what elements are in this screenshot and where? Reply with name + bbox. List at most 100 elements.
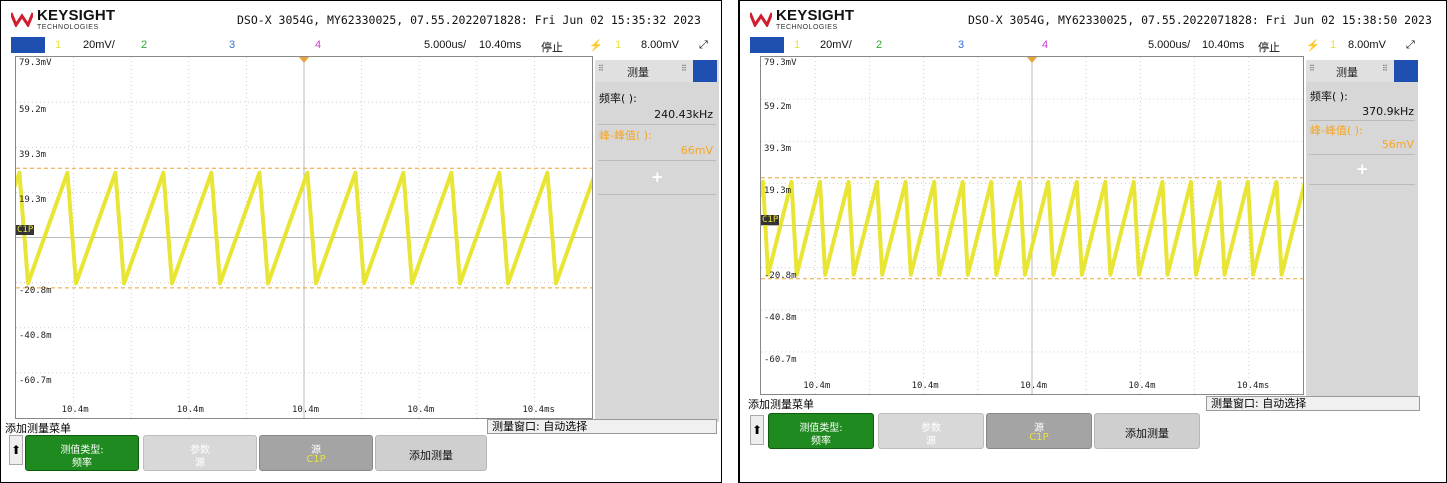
x-tick-label: 10.4m bbox=[803, 381, 831, 391]
y-tick-label: -20.8m bbox=[19, 285, 52, 296]
channel-indicator[interactable] bbox=[750, 37, 784, 53]
grip-icon: ⠿ bbox=[681, 64, 687, 73]
divider bbox=[1309, 154, 1415, 155]
plus-icon[interactable]: + bbox=[651, 168, 664, 186]
button-line-2: C1P bbox=[1029, 432, 1049, 443]
measure-panel-header: ⠿ 测量 ⠿ bbox=[1306, 60, 1418, 82]
x-tick-label: 10.4m bbox=[176, 405, 204, 415]
x-tick-label: 10.4m bbox=[911, 381, 939, 391]
waveform-trace bbox=[16, 170, 592, 286]
divider bbox=[1309, 120, 1415, 121]
measure-panel: ⠿ 测量 ⠿ 频率( ): 240.43kHz 峰-峰值( ): 66mV + bbox=[595, 60, 719, 422]
source-button[interactable]: 源 C1P bbox=[986, 413, 1092, 449]
panel-toggle-button[interactable] bbox=[1394, 60, 1418, 82]
ch4-label[interactable]: 4 bbox=[315, 39, 322, 51]
x-tick-label: 10.4m bbox=[61, 405, 89, 415]
freq-value: 370.9kHz bbox=[1362, 105, 1414, 118]
channel-marker: C1P bbox=[761, 215, 780, 225]
plus-icon[interactable]: + bbox=[1356, 160, 1369, 178]
divider bbox=[598, 160, 716, 161]
y-tick-label: 19.3m bbox=[764, 186, 792, 197]
y-tick-label: 79.3mV bbox=[764, 58, 797, 68]
pp-label: 峰-峰值( ): bbox=[1310, 124, 1363, 137]
add-measure-button[interactable]: 添加测量 bbox=[1094, 413, 1200, 449]
trigger-icon: ⚡ bbox=[589, 40, 603, 52]
button-label: 添加测量 bbox=[1125, 427, 1169, 440]
up-arrow-icon[interactable]: ⬆ bbox=[750, 415, 764, 445]
pp-label: 峰-峰值( ): bbox=[599, 129, 652, 142]
button-line-2: 源 bbox=[926, 436, 936, 447]
freq-label: 频率( ): bbox=[599, 92, 637, 105]
freq-label: 频率( ): bbox=[1310, 90, 1348, 103]
ch4-label[interactable]: 4 bbox=[1042, 39, 1049, 51]
brand-subtitle: TECHNOLOGIES bbox=[776, 24, 838, 31]
button-line-1: 参数 bbox=[921, 423, 941, 434]
grip-icon: ⠿ bbox=[1382, 64, 1388, 73]
ch1-label[interactable]: 1 bbox=[55, 39, 62, 51]
scope-header: DSO-X 3054G, MY62330025, 07.55.202207182… bbox=[237, 13, 701, 27]
x-tick-label: 10.4ms bbox=[522, 405, 555, 415]
brand-name: KEYSIGHT bbox=[776, 7, 855, 24]
run-state[interactable]: 停止 bbox=[1258, 42, 1280, 54]
ch3-label[interactable]: 3 bbox=[229, 39, 236, 51]
button-line-1: 源 bbox=[311, 445, 321, 456]
button-line-2: 频率 bbox=[811, 436, 831, 447]
source-button[interactable]: 源 C1P bbox=[259, 435, 373, 471]
run-state[interactable]: 停止 bbox=[541, 42, 563, 54]
y-tick-label: -20.8m bbox=[764, 270, 797, 281]
button-line-2: C1P bbox=[306, 454, 326, 465]
parameter-button[interactable]: 参数 源 bbox=[878, 413, 984, 449]
freq-value: 240.43kHz bbox=[654, 108, 713, 121]
ch1-scale[interactable]: 20mV/ bbox=[820, 39, 852, 51]
divider bbox=[598, 124, 716, 125]
y-tick-label: 59.2m bbox=[764, 102, 792, 113]
measure-window-select[interactable]: 测量窗口: 自动选择 bbox=[487, 419, 717, 434]
button-line-1: 测值类型: bbox=[60, 445, 104, 456]
timebase[interactable]: 5.000us/ bbox=[1148, 39, 1191, 51]
delay[interactable]: 10.40ms bbox=[1202, 39, 1245, 51]
brand-subtitle: TECHNOLOGIES bbox=[37, 24, 99, 31]
scope-screenshot-2: KEYSIGHT TECHNOLOGIES DSO-X 3054G, MY623… bbox=[739, 0, 1447, 483]
measure-type-button[interactable]: 测值类型: 频率 bbox=[768, 413, 874, 449]
up-arrow-icon[interactable]: ⬆ bbox=[9, 435, 23, 465]
trigger-marker bbox=[1027, 57, 1037, 63]
channel-marker: C1P bbox=[16, 225, 35, 235]
keysight-logo-icon bbox=[11, 12, 33, 27]
trigger-marker bbox=[299, 57, 309, 63]
trigger-slope-icon: ⤢ bbox=[1406, 39, 1415, 51]
delay[interactable]: 10.40ms bbox=[479, 39, 522, 51]
ch1-label[interactable]: 1 bbox=[794, 39, 801, 51]
waveform-plot[interactable]: 79.3mV 59.2m 39.3m 19.3m -20.8m -40.8m -60.7m … bbox=[15, 56, 593, 419]
button-line-2: 源 bbox=[195, 458, 205, 469]
y-tick-label: -60.7m bbox=[764, 354, 797, 365]
panel-toggle-button[interactable] bbox=[693, 60, 717, 82]
brand-name: KEYSIGHT bbox=[37, 7, 116, 24]
timebase[interactable]: 5.000us/ bbox=[424, 39, 467, 51]
keysight-logo-icon bbox=[750, 12, 772, 27]
status-bar: 1 20mV/ 2 3 4 5.000us/ 10.40ms 停止 ⚡ 1 8.… bbox=[11, 37, 715, 54]
trigger-level[interactable]: 8.00mV bbox=[641, 39, 679, 51]
y-tick-label: 79.3mV bbox=[19, 58, 52, 68]
parameter-button[interactable]: 参数 源 bbox=[143, 435, 257, 471]
trigger-level[interactable]: 8.00mV bbox=[1348, 39, 1386, 51]
grip-icon: ⠿ bbox=[1309, 64, 1315, 73]
trigger-source[interactable]: 1 bbox=[615, 39, 622, 51]
ch2-label[interactable]: 2 bbox=[876, 39, 883, 51]
status-bar: 1 20mV/ 2 3 4 5.000us/ 10.40ms 停止 ⚡ 1 8.… bbox=[750, 37, 1440, 54]
menu-title: 添加测量菜单 bbox=[5, 422, 71, 435]
ch1-scale[interactable]: 20mV/ bbox=[83, 39, 115, 51]
trigger-source[interactable]: 1 bbox=[1330, 39, 1337, 51]
measure-type-button[interactable]: 测值类型: 频率 bbox=[25, 435, 139, 471]
measure-window-select[interactable]: 测量窗口: 自动选择 bbox=[1206, 396, 1420, 411]
x-tick-label: 10.4m bbox=[292, 405, 320, 415]
add-measure-button[interactable]: 添加测量 bbox=[375, 435, 487, 471]
waveform-plot[interactable]: 79.3mV 59.2m 39.3m 19.3m -20.8m -40.8m -60.7m … bbox=[760, 56, 1304, 395]
measure-panel-header: ⠿ 测量 ⠿ bbox=[595, 60, 719, 82]
channel-indicator[interactable] bbox=[11, 37, 45, 53]
ch3-label[interactable]: 3 bbox=[958, 39, 965, 51]
divider bbox=[722, 0, 739, 483]
y-tick-label: 59.2m bbox=[19, 105, 47, 116]
ch2-label[interactable]: 2 bbox=[141, 39, 148, 51]
divider bbox=[598, 194, 716, 195]
trigger-icon: ⚡ bbox=[1306, 40, 1320, 52]
